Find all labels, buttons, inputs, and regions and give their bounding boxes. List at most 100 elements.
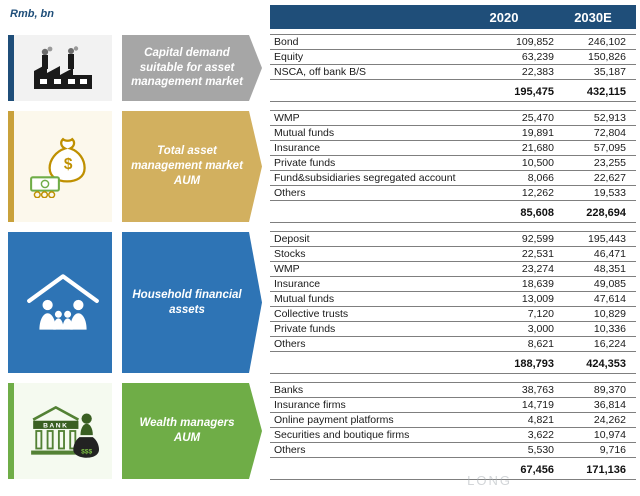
total-2030e: 228,694 [586,207,626,219]
row-label: Fund&subsidiaries segregated account [274,172,456,184]
money-bag-icon: $ [8,111,112,222]
table-header: Rmb, bn 2020 2030E [8,5,636,29]
household-icon [8,232,112,373]
section-label-wealth-managers-aum: Wealth managers AUM [122,383,262,479]
value-2020: 3,622 [527,429,554,441]
table-rows: Banks 38,763 89,370 Insurance firms 14,719 36… [270,382,636,458]
row-label: Others [274,187,306,199]
value-2020: 14,719 [521,399,554,411]
table-row: Insurance firms 14,719 36,814 [270,398,636,413]
section-wealth-managers-aum: BANK $$$ Wealth managers AUM Banks 38,763 89,… [8,382,636,480]
value-2020: 12,262 [521,187,554,199]
icon-cell [8,34,112,102]
total-2020: 188,793 [514,358,554,370]
section-table: Banks 38,763 89,370 Insurance firms 14,719 36… [270,382,636,480]
value-2030e: 246,102 [588,36,626,48]
svg-text:$: $ [64,156,73,173]
value-2030e: 24,262 [593,414,626,426]
section-table: WMP 25,470 52,913 Mutual funds 19,891 72,804 I… [270,110,636,223]
value-2030e: 22,627 [593,172,626,184]
value-2020: 63,239 [521,51,554,63]
label-cell: Total asset management market AUM [112,110,270,223]
value-2030e: 57,095 [593,142,626,154]
icon-cell [8,231,112,374]
total-2020: 195,475 [514,86,554,98]
value-2020: 18,639 [521,278,554,290]
value-2030e: 36,814 [593,399,626,411]
value-2030e: 46,471 [593,248,626,260]
value-2030e: 16,224 [593,338,626,350]
row-label: WMP [274,112,300,124]
table-row: Insurance 18,639 49,085 [270,277,636,292]
row-label: Others [274,444,306,456]
table-row: WMP 23,274 48,351 [270,262,636,277]
row-label: Banks [274,384,304,396]
section-table: Bond 109,852 246,102 Equity 63,239 150,826 NSC… [270,34,636,102]
column-header-2020: 2020 [489,9,519,25]
row-label: Mutual funds [274,293,335,305]
table-row: Private funds 3,000 10,336 [270,322,636,337]
svg-text:BANK: BANK [43,423,68,430]
section-total-aum: $ Total asset management market AUM WMP 25,… [8,110,636,223]
value-2020: 8,621 [527,338,554,350]
table-row: Fund&subsidiaries segregated account 8,06… [270,171,636,186]
value-2020: 21,680 [521,142,554,154]
table-row: Mutual funds 13,009 47,614 [270,292,636,307]
row-label: Insurance [274,278,321,290]
row-label: Online payment platforms [274,414,394,426]
total-row: 188,793 424,353 [270,352,636,374]
value-2030e: 9,716 [599,444,626,456]
value-2020: 38,763 [521,384,554,396]
section-label-household-assets: Household financial assets [122,232,262,373]
section-household-assets: Household financial assets Deposit 92,599 1… [8,231,636,374]
table-row: Bond 109,852 246,102 [270,35,636,50]
total-2030e: 432,115 [586,86,626,98]
value-2020: 109,852 [516,36,554,48]
factory-icon [8,35,112,101]
value-2020: 22,531 [521,248,554,260]
row-label: Mutual funds [274,127,335,139]
value-2030e: 72,804 [593,127,626,139]
table-row: Others 5,530 9,716 [270,443,636,458]
unit-label: Rmb, bn [10,8,54,20]
row-label: Others [274,338,306,350]
value-2030e: 47,614 [593,293,626,305]
table-row: Deposit 92,599 195,443 [270,232,636,247]
value-2030e: 10,336 [593,323,626,335]
label-cell: Capital demand suitable for asset manage… [112,34,270,102]
total-2020: 85,608 [520,207,554,219]
total-row: 67,456 171,136 [270,458,636,480]
section-capital-demand: Capital demand suitable for asset manage… [8,34,636,102]
value-2020: 5,530 [527,444,554,456]
icon-cell: $ [8,110,112,223]
value-2020: 92,599 [521,233,554,245]
column-header-2030e: 2030E [574,9,612,25]
row-label: Insurance firms [274,399,346,411]
table-row: WMP 25,470 52,913 [270,111,636,126]
label-cell: Household financial assets [112,231,270,374]
svg-text:$$$: $$$ [81,449,92,456]
table-rows: Bond 109,852 246,102 Equity 63,239 150,826 NSC… [270,34,636,80]
value-2020: 7,120 [527,308,554,320]
value-2030e: 49,085 [593,278,626,290]
table-row: Mutual funds 19,891 72,804 [270,126,636,141]
row-label: Private funds [274,323,336,335]
table-row: Banks 38,763 89,370 [270,383,636,398]
table-rows: WMP 25,470 52,913 Mutual funds 19,891 72,804 I… [270,110,636,201]
value-2020: 22,383 [521,66,554,78]
total-row: 195,475 432,115 [270,80,636,102]
value-2030e: 150,826 [588,51,626,63]
row-label: WMP [274,263,300,275]
value-2020: 25,470 [521,112,554,124]
value-2030e: 10,974 [593,429,626,441]
value-2020: 3,000 [527,323,554,335]
value-2030e: 195,443 [588,233,626,245]
table-row: Private funds 10,500 23,255 [270,156,636,171]
table-rows: Deposit 92,599 195,443 Stocks 22,531 46,471 WM… [270,231,636,352]
section-label-capital-demand: Capital demand suitable for asset manage… [122,35,262,101]
sections: Capital demand suitable for asset manage… [8,34,636,480]
value-2030e: 35,187 [593,66,626,78]
section-label-total-aum: Total asset management market AUM [122,111,262,222]
value-2030e: 10,829 [593,308,626,320]
table-row: Others 12,262 19,533 [270,186,636,201]
